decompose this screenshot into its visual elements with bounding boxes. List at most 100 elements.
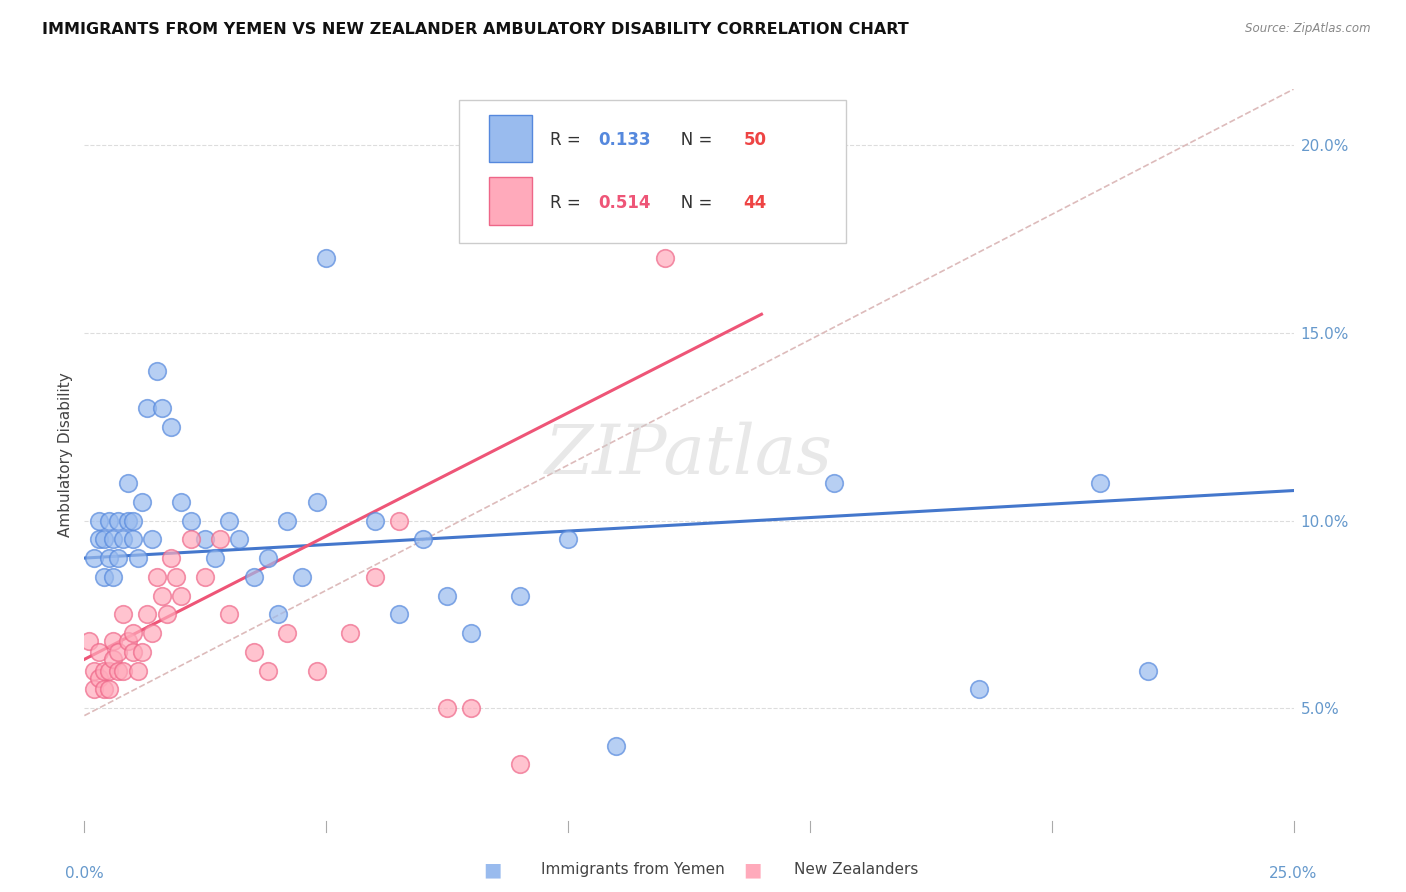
FancyBboxPatch shape xyxy=(489,177,531,225)
Point xyxy=(204,551,226,566)
Point xyxy=(117,476,139,491)
Point xyxy=(97,664,120,678)
Point xyxy=(305,664,328,678)
Point xyxy=(97,682,120,697)
Text: Immigrants from Yemen: Immigrants from Yemen xyxy=(541,863,725,877)
Point xyxy=(257,551,280,566)
Point xyxy=(93,682,115,697)
Point xyxy=(509,757,531,772)
Point xyxy=(291,570,314,584)
Point xyxy=(87,514,110,528)
Text: R =: R = xyxy=(550,131,586,149)
Point xyxy=(136,607,159,622)
Point xyxy=(150,401,173,415)
Point xyxy=(131,645,153,659)
Point xyxy=(117,514,139,528)
Point xyxy=(436,589,458,603)
Point xyxy=(103,633,125,648)
Point xyxy=(436,701,458,715)
Point xyxy=(131,495,153,509)
Point xyxy=(276,626,298,640)
Text: IMMIGRANTS FROM YEMEN VS NEW ZEALANDER AMBULATORY DISABILITY CORRELATION CHART: IMMIGRANTS FROM YEMEN VS NEW ZEALANDER A… xyxy=(42,22,908,37)
Point xyxy=(87,645,110,659)
Point xyxy=(136,401,159,415)
Point xyxy=(180,533,202,547)
Point xyxy=(93,570,115,584)
Text: New Zealanders: New Zealanders xyxy=(794,863,918,877)
Text: 50: 50 xyxy=(744,131,766,149)
Point xyxy=(117,633,139,648)
Text: Source: ZipAtlas.com: Source: ZipAtlas.com xyxy=(1246,22,1371,36)
Point xyxy=(121,626,143,640)
Point xyxy=(150,589,173,603)
Point xyxy=(103,652,125,666)
Point xyxy=(967,682,990,697)
Point xyxy=(363,570,385,584)
Text: ■: ■ xyxy=(742,860,762,880)
Point xyxy=(460,626,482,640)
Point xyxy=(146,570,169,584)
Point xyxy=(412,533,434,547)
Point xyxy=(363,514,385,528)
Point xyxy=(194,570,217,584)
Point xyxy=(121,533,143,547)
Point xyxy=(112,533,135,547)
Point xyxy=(93,664,115,678)
Point xyxy=(83,664,105,678)
Point xyxy=(702,213,724,227)
Text: 0.0%: 0.0% xyxy=(65,865,104,880)
Point xyxy=(339,626,361,640)
Point xyxy=(276,514,298,528)
Point xyxy=(180,514,202,528)
Point xyxy=(93,533,115,547)
Point xyxy=(127,551,149,566)
Text: 0.514: 0.514 xyxy=(599,194,651,211)
Point xyxy=(170,495,193,509)
Point xyxy=(127,664,149,678)
Point xyxy=(242,570,264,584)
Point xyxy=(97,551,120,566)
Text: ■: ■ xyxy=(482,860,502,880)
Text: N =: N = xyxy=(665,131,717,149)
Point xyxy=(228,533,250,547)
Point xyxy=(388,607,411,622)
Point xyxy=(112,607,135,622)
Point xyxy=(194,533,217,547)
Point xyxy=(557,176,579,190)
Point xyxy=(305,495,328,509)
Point xyxy=(218,607,240,622)
Point xyxy=(107,664,129,678)
Point xyxy=(107,514,129,528)
Text: 0.133: 0.133 xyxy=(599,131,651,149)
Y-axis label: Ambulatory Disability: Ambulatory Disability xyxy=(58,373,73,537)
Point xyxy=(141,533,163,547)
Point xyxy=(107,551,129,566)
Text: 44: 44 xyxy=(744,194,766,211)
Point xyxy=(160,419,183,434)
Point xyxy=(165,570,187,584)
Point xyxy=(146,363,169,377)
Point xyxy=(77,633,100,648)
Point xyxy=(218,514,240,528)
Point xyxy=(208,533,231,547)
Point xyxy=(97,514,120,528)
Point xyxy=(141,626,163,640)
Point xyxy=(155,607,177,622)
Point xyxy=(121,514,143,528)
Point xyxy=(654,251,676,265)
Point xyxy=(1137,664,1160,678)
Point xyxy=(87,533,110,547)
Point xyxy=(121,645,143,659)
Text: N =: N = xyxy=(665,194,717,211)
Point xyxy=(533,194,555,209)
Text: 25.0%: 25.0% xyxy=(1270,865,1317,880)
Point xyxy=(388,514,411,528)
Point xyxy=(107,645,129,659)
Point xyxy=(1088,476,1111,491)
Point xyxy=(509,589,531,603)
Point xyxy=(557,533,579,547)
Point xyxy=(103,570,125,584)
Point xyxy=(83,551,105,566)
Point xyxy=(267,607,290,622)
Point xyxy=(605,739,627,753)
